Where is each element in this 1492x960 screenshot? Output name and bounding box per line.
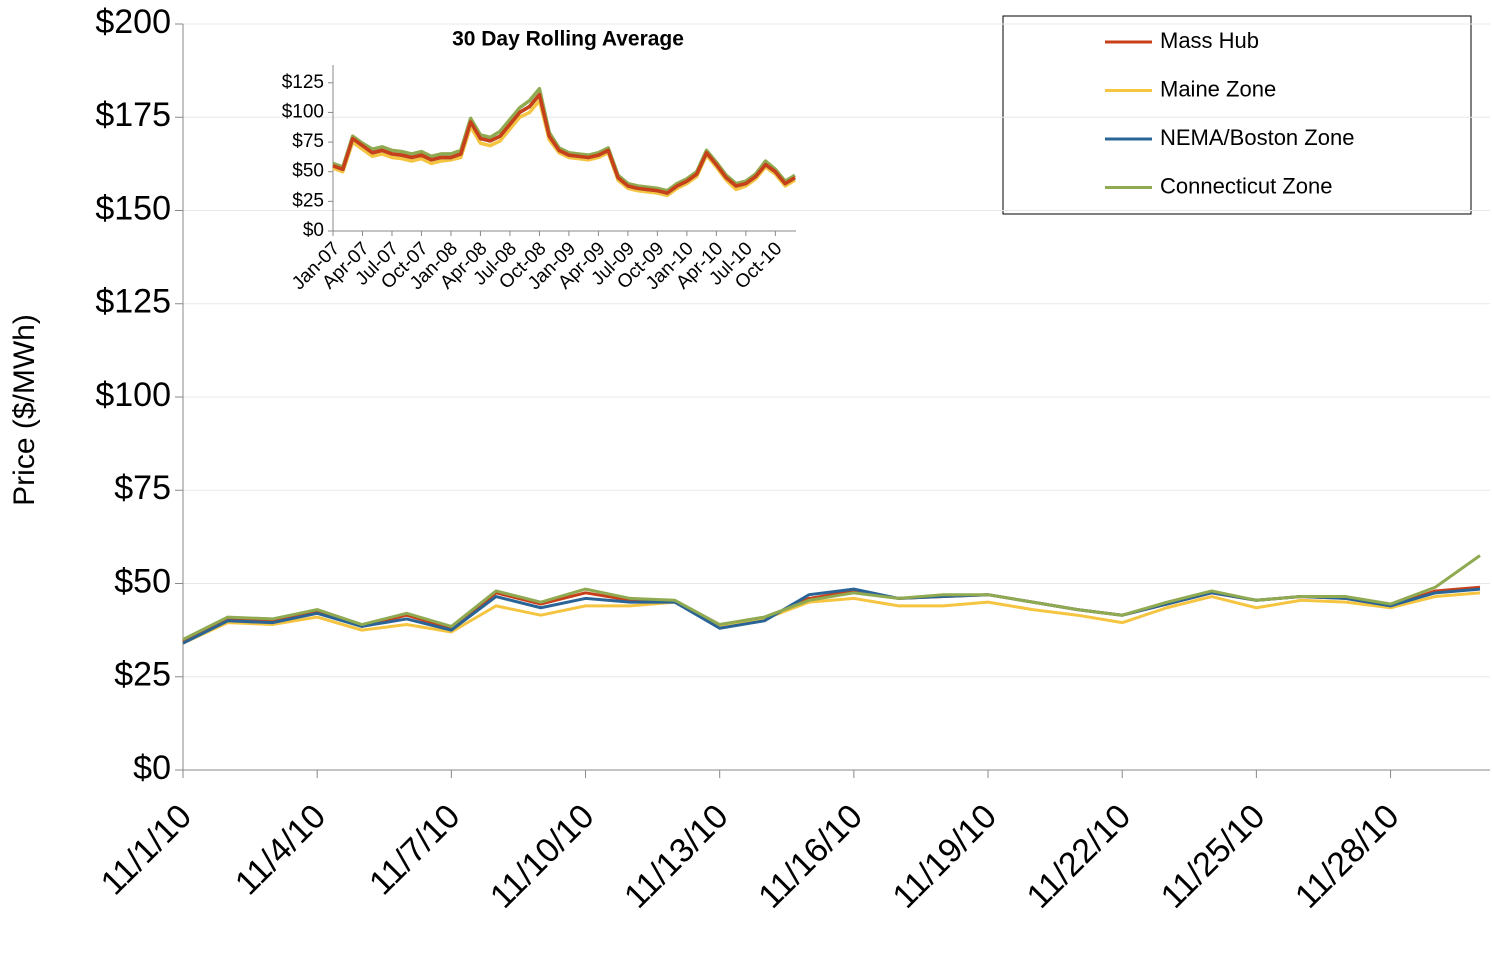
- x-tick-label: 11/4/10: [228, 797, 333, 902]
- series-line: [332, 98, 796, 198]
- y-tick-label: $25: [292, 190, 324, 211]
- y-tick-label: $125: [95, 283, 171, 321]
- y-tick-label: $150: [95, 189, 171, 227]
- y-tick-label: $200: [95, 3, 171, 41]
- legend-label: NEMA/Boston Zone: [1160, 125, 1354, 150]
- x-tick-label: 11/22/10: [1020, 797, 1139, 916]
- x-tick-label: 11/13/10: [617, 797, 736, 916]
- y-tick-label: $75: [292, 131, 324, 152]
- legend-label: Connecticut Zone: [1160, 173, 1332, 198]
- y-tick-label: $50: [114, 562, 171, 600]
- y-tick-label: $175: [95, 96, 171, 134]
- x-tick-label: 11/28/10: [1288, 797, 1407, 916]
- y-tick-label: $0: [133, 749, 171, 787]
- x-tick-label: 11/16/10: [751, 797, 870, 916]
- x-tick-label: 11/19/10: [885, 797, 1004, 916]
- series-line: [182, 554, 1481, 641]
- y-tick-label: $100: [95, 376, 171, 414]
- x-tick-label: 11/1/10: [94, 797, 199, 902]
- y-tick-label: $0: [303, 220, 324, 241]
- y-tick-label: $100: [282, 101, 324, 122]
- y-tick-label: $125: [282, 72, 324, 93]
- y-tick-label: $75: [114, 469, 171, 507]
- x-tick-label: 11/25/10: [1154, 797, 1273, 916]
- legend-label: Maine Zone: [1160, 76, 1276, 101]
- legend-label: Mass Hub: [1160, 28, 1259, 53]
- series-line: [182, 591, 1481, 645]
- x-tick-label: 11/10/10: [483, 797, 602, 916]
- series-line: [332, 92, 796, 195]
- y-axis-title: Price ($/MWh): [8, 314, 41, 506]
- inset-title: 30 Day Rolling Average: [452, 28, 684, 51]
- x-tick-label: 11/7/10: [362, 797, 467, 902]
- y-tick-label: $25: [114, 656, 171, 694]
- legend-box: [1002, 15, 1472, 215]
- y-tick-label: $50: [292, 161, 324, 182]
